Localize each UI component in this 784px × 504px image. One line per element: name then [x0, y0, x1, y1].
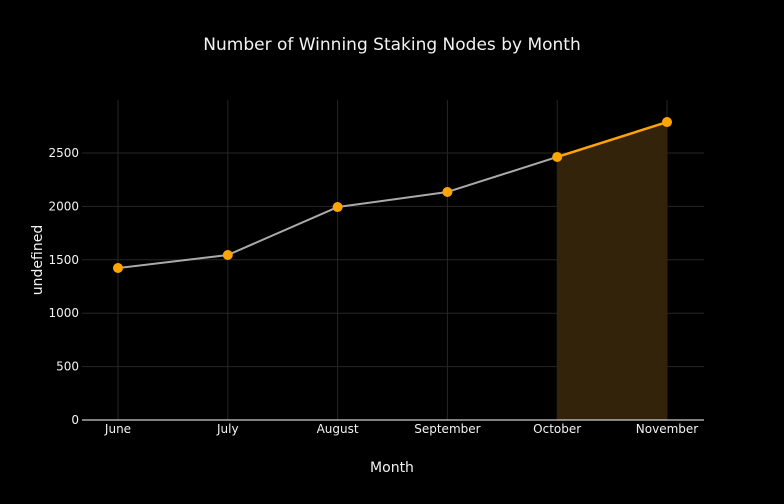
data-point — [222, 249, 233, 260]
x-axis-label: Month — [370, 460, 414, 476]
y-tick-label: 500 — [56, 360, 79, 374]
line-segment — [117, 254, 228, 270]
x-tick-label: November — [636, 422, 698, 436]
x-tick-label: June — [104, 422, 131, 436]
y-tick-label: 0 — [71, 413, 79, 427]
y-tick-label: 1500 — [48, 253, 79, 267]
highlight-line-segment — [556, 120, 668, 159]
highlight-area — [557, 122, 667, 420]
line-segment — [337, 190, 448, 209]
chart-title: Number of Winning Staking Nodes by Month — [203, 35, 580, 55]
x-tick-label: September — [414, 422, 480, 436]
y-tick-label: 2000 — [48, 199, 79, 213]
line-segment — [447, 155, 558, 193]
data-point — [332, 202, 343, 213]
x-tick-label: August — [317, 422, 359, 436]
x-tick-label: July — [216, 422, 239, 436]
data-point — [662, 117, 672, 128]
data-point — [442, 186, 453, 197]
data-point — [113, 263, 123, 274]
y-axis-label: undefined — [30, 225, 46, 295]
x-tick-label: October — [533, 422, 581, 436]
data-point — [552, 151, 563, 162]
y-tick-label: 2500 — [48, 146, 79, 160]
line-segment — [227, 206, 339, 256]
y-tick-label: 1000 — [48, 306, 79, 320]
